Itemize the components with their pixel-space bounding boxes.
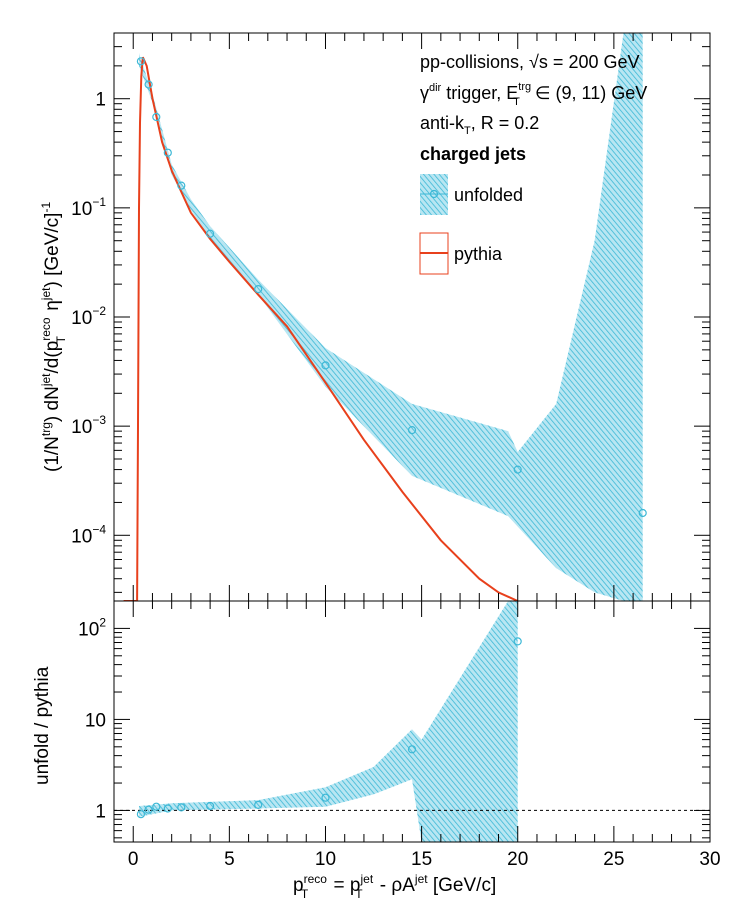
legend-entry-unfolded: unfolded (420, 174, 523, 215)
x-tick-label: 25 (603, 849, 624, 870)
annotation-block: pp-collisions, √s = 200 GeV γdir trigger… (420, 52, 647, 164)
ratio-band-area (139, 601, 518, 842)
ratio-point-0 (136, 810, 145, 819)
annotation-charged-jets: charged jets (420, 144, 526, 164)
ratio-point-2 (152, 802, 161, 811)
annotation-trigger: γdir trigger, Etrg T ∈ (9, 11) GeV (420, 81, 647, 108)
unfolded-point-2 (152, 112, 161, 122)
spectrum-y-tick-label: 10−1 (71, 195, 106, 220)
unfolded-uncertainty-band (139, 33, 643, 601)
ratio-panel: 1 10 102 0 5 10 15 20 25 30 unfold / pythia prec… (32, 600, 721, 901)
legend-unfolded-label: unfolded (454, 185, 523, 205)
unfolded-point-1 (144, 80, 153, 89)
ratio-y-tick-label: 1 (95, 801, 106, 822)
unfolded-point-4 (177, 181, 186, 190)
annotation-collisions: pp-collisions, √s = 200 GeV (420, 52, 640, 72)
ratio-frame (113, 600, 711, 843)
ratio-point-9 (513, 637, 522, 646)
spectrum-x-ticks (132, 33, 711, 601)
x-tick-label: 15 (411, 849, 432, 870)
ratio-y-tick-label: 10 (85, 710, 106, 731)
ratio-point-8 (407, 745, 417, 754)
unfolded-point-7 (321, 361, 330, 370)
ratio-point-6 (254, 800, 263, 810)
ratio-y-axis-label: unfold / pythia (32, 666, 53, 785)
ratio-uncertainty-band (139, 601, 518, 842)
unfolded-point-3 (163, 148, 172, 157)
spectrum-panel: 1 10−1 10−2 10−3 10−4 pp-collisions, √s = 20… (39, 32, 711, 602)
spectrum-y-tick-label: 10−4 (71, 522, 106, 547)
legend-pythia-label: pythia (454, 244, 503, 264)
ratio-point-5 (206, 801, 215, 811)
legend-entry-pythia: pythia (419, 232, 503, 275)
spectrum-y-axis-label: (1/Ntrg) dNjet/d(precoT ηjet) [GeV/c]-1 (39, 202, 68, 472)
ratio-x-ticks: 0 5 10 15 20 25 30 (128, 601, 721, 870)
unfolded-point-6 (254, 285, 263, 294)
unfolded-points (136, 57, 647, 518)
ratio-point-4 (177, 803, 186, 812)
unfolded-point-0 (136, 57, 145, 66)
ratio-point-7 (321, 793, 330, 802)
spectrum-y-ticks: 1 10−1 10−2 10−3 10−4 (71, 32, 710, 593)
unfolded-point-10 (638, 508, 647, 518)
x-tick-label: 30 (699, 849, 720, 870)
annotation-algorithm: anti-kT, R = 0.2 (420, 113, 539, 137)
unfolded-point-5 (206, 229, 215, 238)
unfolded-point-8 (407, 426, 417, 435)
spectrum-y-tick-label: 10−3 (71, 413, 106, 438)
legend: unfolded pythia (419, 174, 523, 275)
ratio-point-1 (144, 805, 153, 814)
x-tick-label: 10 (315, 849, 336, 870)
spectrum-y-tick-label: 1 (95, 90, 106, 111)
x-tick-label: 5 (224, 849, 235, 870)
ratio-point-3 (163, 804, 172, 813)
unfolded-point-9 (513, 465, 522, 474)
spectrum-y-tick-label: 10−2 (71, 304, 106, 329)
ratio-y-ticks: 1 10 102 (78, 600, 710, 839)
x-tick-label: 0 (128, 849, 139, 870)
pythia-line (123, 56, 519, 601)
ratio-points (136, 637, 522, 819)
unfolded-band-area (139, 33, 643, 601)
x-tick-label: 20 (507, 849, 528, 870)
pythia-curve (123, 56, 519, 601)
x-axis-label: preco T = pjet T - ρAjet [GeV/c] (293, 872, 496, 901)
ratio-y-tick-label: 102 (78, 615, 106, 640)
